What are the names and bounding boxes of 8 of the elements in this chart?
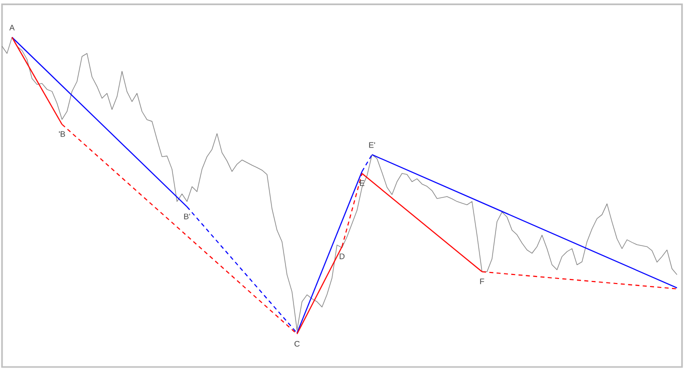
annotation: B'	[184, 214, 190, 220]
text: A	[9, 24, 15, 30]
annotation: E'	[369, 142, 376, 148]
annotation: F	[480, 278, 484, 284]
annotation: C	[294, 340, 300, 347]
annotation: E	[360, 180, 364, 186]
annotation: 'B	[58, 131, 66, 137]
annotation: D	[340, 254, 345, 260]
